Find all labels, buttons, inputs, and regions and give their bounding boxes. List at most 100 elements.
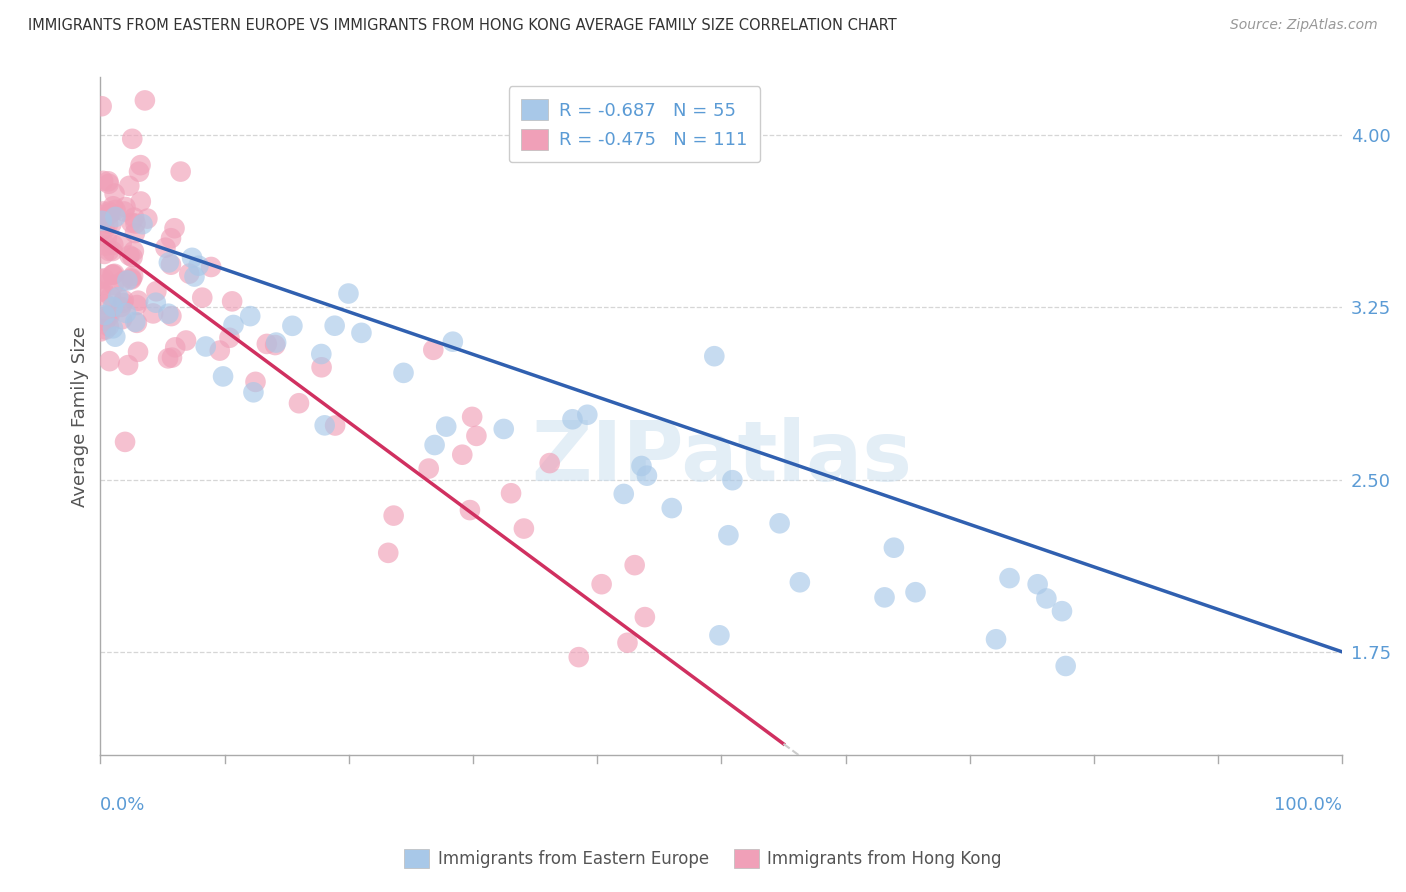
Point bbox=[661, 501, 683, 516]
Point bbox=[112, 293, 135, 308]
Point bbox=[94, 238, 117, 252]
Point bbox=[145, 285, 167, 299]
Point bbox=[576, 408, 599, 422]
Point bbox=[93, 204, 115, 219]
Point bbox=[111, 236, 134, 251]
Point bbox=[634, 610, 657, 624]
Point bbox=[314, 418, 336, 433]
Point bbox=[136, 211, 159, 226]
Text: Source: ZipAtlas.com: Source: ZipAtlas.com bbox=[1230, 18, 1378, 32]
Text: ZIPatlas: ZIPatlas bbox=[531, 417, 912, 498]
Point bbox=[121, 250, 143, 264]
Point bbox=[458, 503, 481, 517]
Point bbox=[492, 422, 515, 436]
Point bbox=[93, 247, 115, 261]
Point bbox=[392, 366, 415, 380]
Point bbox=[623, 558, 645, 573]
Point bbox=[281, 318, 304, 333]
Point bbox=[112, 296, 135, 310]
Point bbox=[194, 339, 217, 353]
Point bbox=[100, 206, 122, 220]
Point bbox=[114, 434, 136, 449]
Point bbox=[451, 448, 474, 462]
Point bbox=[513, 522, 536, 536]
Point bbox=[101, 300, 124, 314]
Point bbox=[90, 223, 112, 237]
Point bbox=[89, 285, 111, 299]
Point bbox=[721, 473, 744, 487]
Point bbox=[124, 217, 146, 231]
Point bbox=[208, 343, 231, 358]
Text: 0.0%: 0.0% bbox=[100, 796, 146, 814]
Point bbox=[97, 208, 120, 222]
Point bbox=[103, 268, 125, 282]
Point bbox=[311, 347, 333, 361]
Point bbox=[717, 528, 740, 542]
Point bbox=[221, 294, 243, 309]
Point bbox=[124, 226, 146, 240]
Point bbox=[245, 375, 267, 389]
Point bbox=[114, 200, 136, 214]
Point bbox=[998, 571, 1021, 585]
Point bbox=[125, 298, 148, 312]
Point bbox=[134, 94, 156, 108]
Point bbox=[768, 516, 790, 531]
Point bbox=[100, 289, 122, 303]
Point bbox=[187, 259, 209, 273]
Point bbox=[709, 628, 731, 642]
Point bbox=[90, 214, 112, 228]
Point bbox=[630, 458, 652, 473]
Point bbox=[613, 487, 636, 501]
Point bbox=[256, 337, 278, 351]
Point bbox=[155, 241, 177, 255]
Point bbox=[94, 314, 117, 328]
Point bbox=[984, 632, 1007, 647]
Point bbox=[636, 468, 658, 483]
Point bbox=[96, 231, 118, 245]
Legend: Immigrants from Eastern Europe, Immigrants from Hong Kong: Immigrants from Eastern Europe, Immigran… bbox=[398, 843, 1008, 875]
Point bbox=[97, 309, 120, 323]
Point bbox=[264, 335, 287, 350]
Point bbox=[93, 208, 115, 222]
Point bbox=[422, 343, 444, 357]
Point bbox=[91, 174, 114, 188]
Point bbox=[104, 329, 127, 343]
Point bbox=[128, 164, 150, 178]
Text: 100.0%: 100.0% bbox=[1274, 796, 1343, 814]
Point bbox=[1026, 577, 1049, 591]
Point bbox=[101, 268, 124, 282]
Point bbox=[160, 258, 183, 272]
Point bbox=[145, 295, 167, 310]
Text: IMMIGRANTS FROM EASTERN EUROPE VS IMMIGRANTS FROM HONG KONG AVERAGE FAMILY SIZE : IMMIGRANTS FROM EASTERN EUROPE VS IMMIGR… bbox=[28, 18, 897, 33]
Point bbox=[117, 273, 139, 287]
Point bbox=[179, 267, 201, 281]
Point bbox=[104, 202, 127, 217]
Point bbox=[94, 308, 117, 322]
Point bbox=[112, 204, 135, 219]
Point bbox=[183, 269, 205, 284]
Point bbox=[174, 334, 197, 348]
Point bbox=[591, 577, 613, 591]
Point bbox=[191, 291, 214, 305]
Point bbox=[169, 164, 191, 178]
Point bbox=[200, 260, 222, 274]
Point bbox=[142, 306, 165, 320]
Point bbox=[323, 318, 346, 333]
Point bbox=[239, 309, 262, 323]
Point bbox=[131, 217, 153, 231]
Point bbox=[97, 204, 120, 219]
Point bbox=[160, 309, 183, 323]
Point bbox=[165, 340, 187, 354]
Point bbox=[101, 321, 124, 335]
Point bbox=[873, 591, 896, 605]
Point bbox=[218, 331, 240, 345]
Point bbox=[124, 315, 146, 329]
Point bbox=[616, 636, 638, 650]
Point bbox=[98, 309, 121, 323]
Point bbox=[568, 650, 591, 665]
Point bbox=[242, 385, 264, 400]
Point bbox=[561, 412, 583, 426]
Point bbox=[212, 369, 235, 384]
Point bbox=[117, 358, 139, 372]
Point bbox=[103, 186, 125, 201]
